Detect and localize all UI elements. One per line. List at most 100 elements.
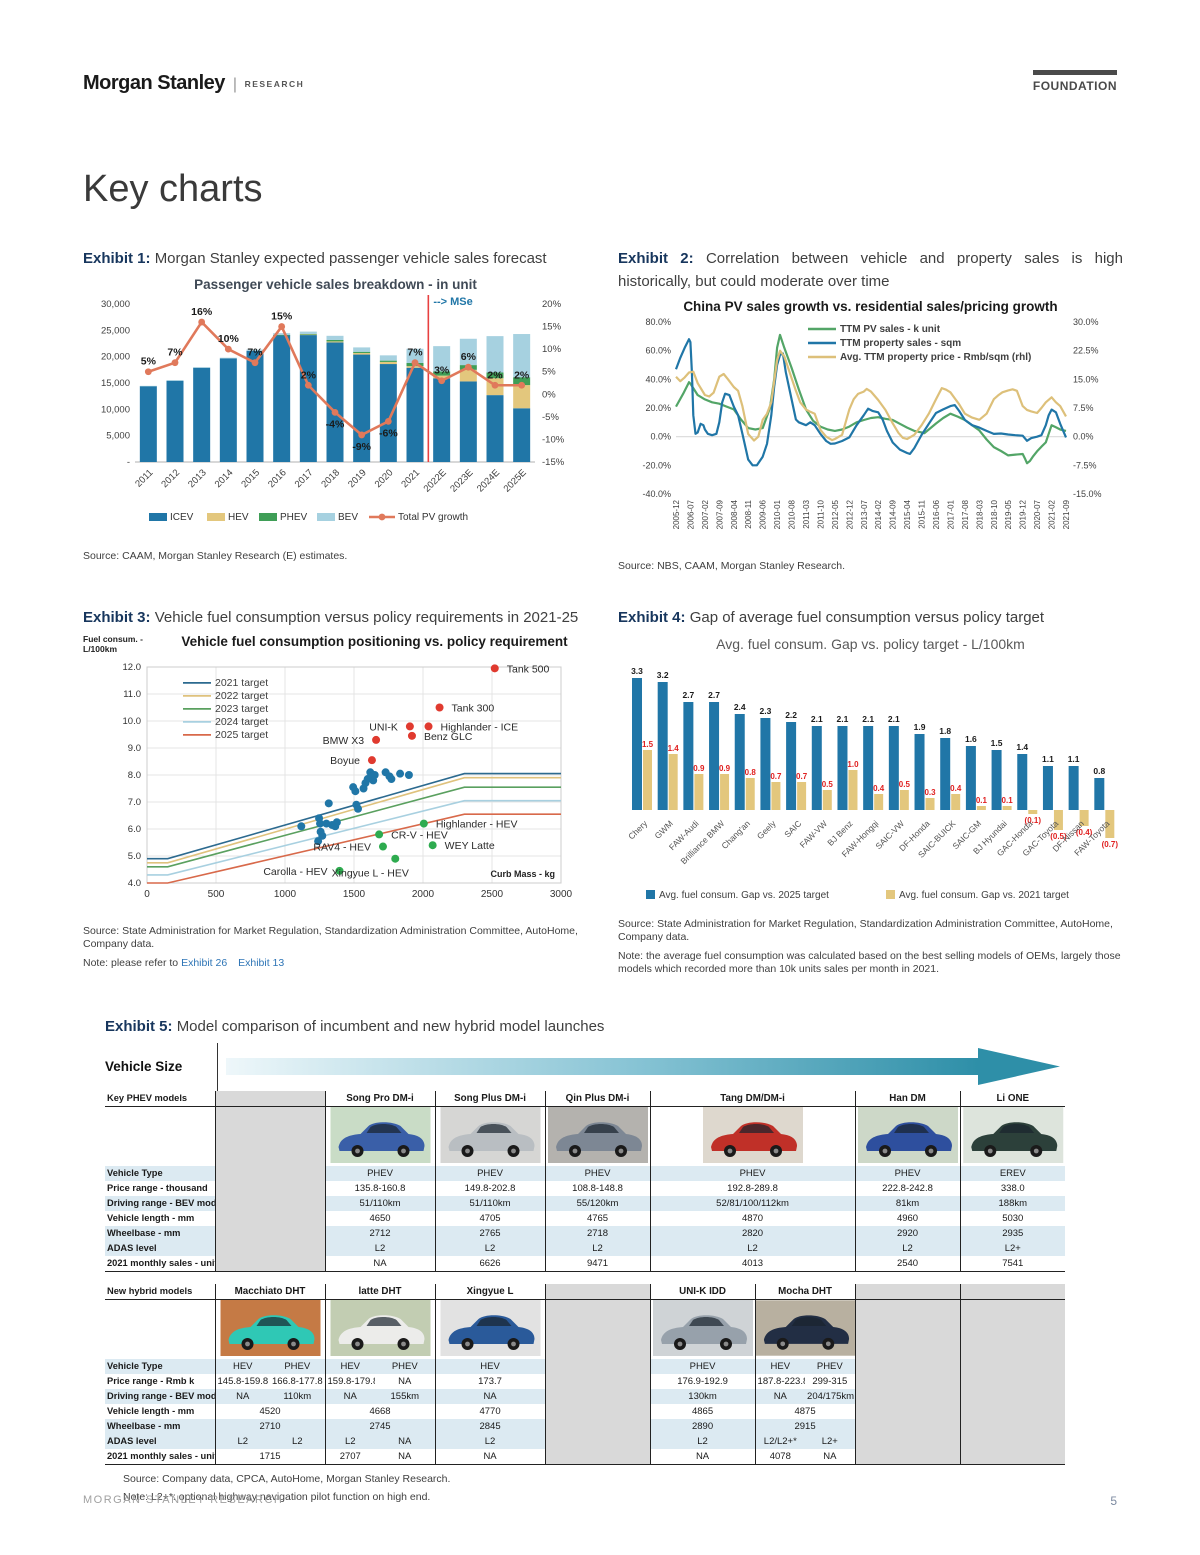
bar-value-label: 2.1 bbox=[862, 714, 874, 724]
x-axis-tick: 2024E bbox=[475, 467, 502, 494]
x-axis-tick: 2008-04 bbox=[730, 499, 739, 529]
bar-segment-PHEV bbox=[353, 351, 371, 353]
point-label: RAV4 - HEV bbox=[313, 841, 371, 853]
legend-label: Avg. TTM property price - Rmb/sqm (rhl) bbox=[840, 352, 1031, 363]
note-prefix: Note: please refer to bbox=[83, 957, 179, 970]
table-cell: 6626 bbox=[434, 1255, 546, 1272]
legend-label: 2025 target bbox=[215, 729, 268, 741]
growth-marker bbox=[438, 376, 446, 384]
scatter-point-CR-V - HEV bbox=[375, 830, 384, 839]
growth-marker bbox=[464, 363, 472, 371]
exhibit-2-label: Exhibit 2: bbox=[618, 250, 694, 267]
bar-2021-gap bbox=[694, 773, 704, 810]
link-exhibit-26[interactable]: Exhibit 26 bbox=[181, 957, 228, 970]
x-axis-tick: 2010-08 bbox=[788, 499, 797, 529]
bar-segment-BEV bbox=[219, 357, 237, 359]
bar-segment-HEV bbox=[459, 369, 477, 381]
point-label: Benz GLC bbox=[424, 731, 473, 743]
bar-segment-HEV bbox=[299, 334, 317, 335]
bar-segment-PHEV bbox=[513, 376, 531, 385]
car-window bbox=[688, 1316, 724, 1326]
footer-brand: MORGAN STANLEY RESEARCH bbox=[83, 1494, 284, 1506]
car-hubcap bbox=[928, 1148, 933, 1153]
column-header: Song Plus DM-i bbox=[434, 1090, 546, 1107]
car-body bbox=[228, 1314, 315, 1344]
y-axis-tick: 0.0% bbox=[650, 432, 671, 442]
y-axis-tick: 10.0 bbox=[123, 716, 142, 727]
point-label: Tank 300 bbox=[452, 702, 495, 714]
exhibit-2-source: Source: NBS, CAAM, Morgan Stanley Resear… bbox=[618, 560, 846, 572]
bar-value-label: 2.7 bbox=[682, 690, 694, 700]
x-axis-tick: 1000 bbox=[274, 889, 297, 900]
table-cell bbox=[214, 1195, 325, 1211]
scatter-point bbox=[332, 818, 341, 826]
y-axis-tick: 30,000 bbox=[101, 299, 130, 310]
scatter-point-Carolla - HEV bbox=[335, 866, 344, 875]
y-axis-tick: -20.0% bbox=[642, 460, 671, 470]
x-axis-tick: 2018-03 bbox=[975, 499, 984, 529]
exhibit-3-y-axis-title: Fuel consum. - L/100km bbox=[83, 633, 143, 655]
car-image-cell bbox=[324, 1106, 436, 1166]
exhibit-5-note: Note: L2+*: optional highway navigation … bbox=[123, 1491, 431, 1504]
scatter-point-Tank 500 bbox=[490, 664, 499, 673]
bar-value-label: 1.1 bbox=[1068, 754, 1080, 764]
bar-segment-BEV bbox=[513, 333, 531, 377]
car-photo bbox=[702, 1106, 803, 1163]
y2-axis-tick: -15% bbox=[542, 457, 565, 468]
table-cell: 2935 bbox=[959, 1225, 1066, 1241]
x-axis-tick: SAIC bbox=[782, 818, 803, 839]
car-hubcap bbox=[510, 1341, 516, 1346]
car-hubcap bbox=[572, 1148, 577, 1153]
car-body bbox=[710, 1121, 797, 1151]
car-hubcap bbox=[727, 1148, 732, 1153]
x-axis-tick: 2009-06 bbox=[759, 499, 768, 529]
table-cell: NA bbox=[214, 1388, 270, 1404]
row-label: ADAS level bbox=[105, 1433, 215, 1449]
bar-2021-gap bbox=[1028, 809, 1038, 814]
bar-segment-BEV bbox=[459, 338, 477, 365]
bar-2021-gap bbox=[951, 793, 961, 810]
car-window bbox=[476, 1123, 512, 1133]
table-cell: 2540 bbox=[854, 1255, 961, 1272]
table-cell: 2920 bbox=[854, 1225, 961, 1241]
car-image-cell bbox=[959, 1106, 1066, 1166]
legend-label: 2024 target bbox=[215, 716, 268, 728]
bar-segment-PHEV bbox=[486, 371, 504, 378]
table-row: Vehicle Type HEV PHEV HEV PHEV HEV PHEV HEV PHEV bbox=[105, 1358, 1066, 1374]
table-cell: NA bbox=[649, 1448, 756, 1465]
x-axis-tick: 3000 bbox=[550, 889, 573, 900]
table-cell: 2915 bbox=[754, 1418, 856, 1434]
growth-label: 7% bbox=[407, 346, 423, 358]
car-body bbox=[448, 1121, 535, 1151]
x-axis-tick: 2015-04 bbox=[903, 499, 912, 529]
table-cell: 192.8-289.8 bbox=[649, 1180, 856, 1196]
car-hubcap bbox=[354, 1341, 360, 1346]
row-label: Wheelbase - mm bbox=[105, 1418, 215, 1434]
bar-segment-ICEV bbox=[246, 350, 264, 462]
x-axis-tick: 2013-07 bbox=[860, 499, 869, 529]
row-group-header: Key PHEV models bbox=[105, 1090, 215, 1107]
table-cell: 2718 bbox=[544, 1225, 651, 1241]
growth-label: 16% bbox=[191, 306, 213, 318]
table-cell: HEV bbox=[754, 1358, 806, 1374]
growth-marker bbox=[224, 345, 232, 353]
legend-label: 2021 target bbox=[215, 677, 268, 689]
x-axis-tick: 2012-05 bbox=[831, 499, 840, 529]
bar-2021-gap bbox=[976, 805, 986, 810]
table-cell: 108.8-148.8 bbox=[544, 1180, 651, 1196]
link-exhibit-13[interactable]: Exhibit 13 bbox=[238, 957, 285, 970]
table-row: ADAS level L2 L2 L2 NA L2 L2 L2/L2+* L2+ bbox=[105, 1433, 1066, 1449]
bar-value-label: 1.1 bbox=[1042, 754, 1054, 764]
x-axis-tick: 2019 bbox=[346, 467, 369, 490]
table-cell: 81km bbox=[854, 1195, 961, 1211]
row-label: ADAS level bbox=[105, 1240, 215, 1256]
table-cell bbox=[544, 1418, 651, 1434]
legend-swatch-HEV bbox=[207, 512, 225, 521]
legend-label: 2023 target bbox=[215, 703, 268, 715]
table-cell bbox=[544, 1373, 651, 1389]
column-header: Song Pro DM-i bbox=[324, 1090, 436, 1107]
car-window bbox=[738, 1123, 774, 1133]
x-axis-tick: 2016-06 bbox=[932, 499, 941, 529]
growth-label: -6% bbox=[379, 427, 398, 439]
